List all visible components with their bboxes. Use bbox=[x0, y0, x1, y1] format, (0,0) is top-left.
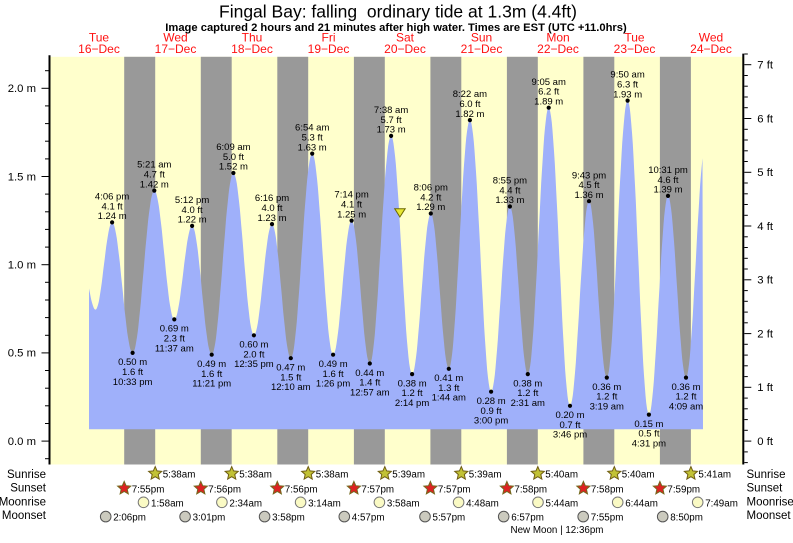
svg-text:6:57pm: 6:57pm bbox=[511, 513, 544, 524]
svg-text:3:00 pm: 3:00 pm bbox=[474, 416, 508, 427]
svg-text:5:38am: 5:38am bbox=[239, 470, 272, 481]
svg-text:1.24 m: 1.24 m bbox=[98, 211, 127, 222]
svg-text:4:31 pm: 4:31 pm bbox=[632, 439, 666, 450]
svg-text:2 ft: 2 ft bbox=[757, 328, 774, 340]
svg-text:1.89 m: 1.89 m bbox=[534, 96, 563, 107]
svg-text:0 ft: 0 ft bbox=[757, 436, 774, 448]
svg-text:4:48am: 4:48am bbox=[466, 498, 499, 509]
svg-text:4:57pm: 4:57pm bbox=[352, 513, 385, 524]
svg-text:5:38am: 5:38am bbox=[316, 470, 349, 481]
svg-text:5:40am: 5:40am bbox=[622, 470, 655, 481]
svg-text:1.29 m: 1.29 m bbox=[416, 202, 445, 213]
svg-text:Fingal Bay: falling ordinary: Fingal Bay: falling ordinary tide at 1.3… bbox=[219, 2, 577, 22]
svg-text:8:50pm: 8:50pm bbox=[670, 513, 703, 524]
svg-text:1.39 m: 1.39 m bbox=[653, 185, 682, 196]
svg-text:6 ft: 6 ft bbox=[757, 113, 774, 125]
svg-text:Sunrise: Sunrise bbox=[747, 469, 786, 481]
svg-text:12:57 am: 12:57 am bbox=[350, 387, 390, 398]
svg-text:3:58pm: 3:58pm bbox=[272, 513, 305, 524]
svg-text:7:57pm: 7:57pm bbox=[361, 484, 394, 495]
svg-text:0.0 m: 0.0 m bbox=[8, 436, 36, 448]
svg-text:4:09 am: 4:09 am bbox=[669, 402, 703, 413]
svg-text:12:10 am: 12:10 am bbox=[271, 382, 311, 393]
svg-text:1.52 m: 1.52 m bbox=[219, 162, 248, 173]
svg-text:1.33 m: 1.33 m bbox=[495, 195, 524, 206]
svg-text:10:33 pm: 10:33 pm bbox=[113, 377, 153, 388]
svg-text:1.93 m: 1.93 m bbox=[613, 89, 642, 100]
svg-text:7:56pm: 7:56pm bbox=[285, 484, 318, 495]
svg-text:3 ft: 3 ft bbox=[757, 275, 774, 287]
svg-text:7:57pm: 7:57pm bbox=[438, 484, 471, 495]
svg-text:6:44am: 6:44am bbox=[625, 498, 658, 509]
svg-text:3:46 pm: 3:46 pm bbox=[553, 430, 587, 441]
svg-text:5:38am: 5:38am bbox=[163, 470, 196, 481]
svg-text:Moonrise: Moonrise bbox=[0, 496, 46, 508]
svg-text:3:58am: 3:58am bbox=[387, 498, 420, 509]
svg-text:7:56pm: 7:56pm bbox=[208, 484, 241, 495]
svg-text:1.63 m: 1.63 m bbox=[298, 142, 327, 153]
svg-text:7 ft: 7 ft bbox=[757, 60, 774, 72]
svg-text:2:31 am: 2:31 am bbox=[511, 398, 545, 409]
svg-text:7:55pm: 7:55pm bbox=[132, 484, 165, 495]
svg-text:1.23 m: 1.23 m bbox=[257, 213, 286, 224]
svg-text:Moonset: Moonset bbox=[2, 510, 47, 522]
svg-text:Moonset: Moonset bbox=[747, 510, 792, 522]
svg-text:1.5 m: 1.5 m bbox=[8, 171, 36, 183]
svg-text:7:58pm: 7:58pm bbox=[591, 484, 624, 495]
svg-text:19−Dec: 19−Dec bbox=[308, 42, 350, 56]
svg-text:Sunset: Sunset bbox=[10, 483, 47, 495]
svg-text:7:58pm: 7:58pm bbox=[514, 484, 547, 495]
svg-text:2:14 pm: 2:14 pm bbox=[395, 398, 429, 409]
svg-text:Moonrise: Moonrise bbox=[747, 496, 793, 508]
svg-text:1 ft: 1 ft bbox=[757, 382, 774, 394]
svg-text:11:37 am: 11:37 am bbox=[155, 343, 194, 354]
svg-text:5:57pm: 5:57pm bbox=[433, 513, 466, 524]
svg-text:Sunrise: Sunrise bbox=[7, 469, 46, 481]
svg-text:1:26 pm: 1:26 pm bbox=[316, 379, 350, 390]
svg-text:1.73 m: 1.73 m bbox=[377, 125, 406, 136]
svg-text:20−Dec: 20−Dec bbox=[384, 42, 426, 56]
svg-text:1.0 m: 1.0 m bbox=[8, 260, 36, 272]
svg-text:1.22 m: 1.22 m bbox=[178, 215, 207, 226]
svg-text:5:44am: 5:44am bbox=[546, 498, 579, 509]
svg-text:5:41am: 5:41am bbox=[698, 470, 731, 481]
svg-text:1.42 m: 1.42 m bbox=[140, 179, 169, 190]
svg-text:3:19 am: 3:19 am bbox=[590, 402, 624, 413]
svg-text:5:39am: 5:39am bbox=[392, 470, 425, 481]
svg-text:Sunset: Sunset bbox=[747, 483, 784, 495]
svg-text:4 ft: 4 ft bbox=[757, 221, 774, 233]
svg-text:1:44 am: 1:44 am bbox=[432, 393, 466, 404]
svg-text:New Moon | 12:36pm: New Moon | 12:36pm bbox=[511, 525, 604, 536]
svg-text:21−Dec: 21−Dec bbox=[461, 42, 503, 56]
svg-text:1:58am: 1:58am bbox=[151, 498, 184, 509]
svg-text:1.82 m: 1.82 m bbox=[455, 109, 484, 120]
svg-text:2:34am: 2:34am bbox=[229, 498, 262, 509]
svg-text:5:40am: 5:40am bbox=[545, 470, 578, 481]
svg-text:5 ft: 5 ft bbox=[757, 167, 774, 179]
svg-text:16−Dec: 16−Dec bbox=[78, 42, 120, 56]
svg-text:23−Dec: 23−Dec bbox=[614, 42, 656, 56]
svg-text:2.0 m: 2.0 m bbox=[8, 83, 36, 95]
svg-text:3:01pm: 3:01pm bbox=[193, 513, 226, 524]
svg-text:18−Dec: 18−Dec bbox=[231, 42, 273, 56]
svg-text:1.25 m: 1.25 m bbox=[337, 209, 366, 220]
svg-text:2:06pm: 2:06pm bbox=[113, 513, 146, 524]
svg-text:3:14am: 3:14am bbox=[308, 498, 341, 509]
svg-text:7:49am: 7:49am bbox=[705, 498, 738, 509]
svg-text:5:39am: 5:39am bbox=[469, 470, 502, 481]
svg-text:12:35 pm: 12:35 pm bbox=[234, 359, 274, 370]
svg-text:0.5 m: 0.5 m bbox=[8, 348, 36, 360]
svg-text:7:59pm: 7:59pm bbox=[667, 484, 700, 495]
svg-text:24−Dec: 24−Dec bbox=[690, 42, 732, 56]
svg-text:1.36 m: 1.36 m bbox=[574, 190, 603, 201]
svg-text:7:55pm: 7:55pm bbox=[591, 513, 624, 524]
svg-text:11:21 pm: 11:21 pm bbox=[192, 379, 231, 390]
svg-text:22−Dec: 22−Dec bbox=[537, 42, 579, 56]
svg-text:17−Dec: 17−Dec bbox=[155, 42, 197, 56]
